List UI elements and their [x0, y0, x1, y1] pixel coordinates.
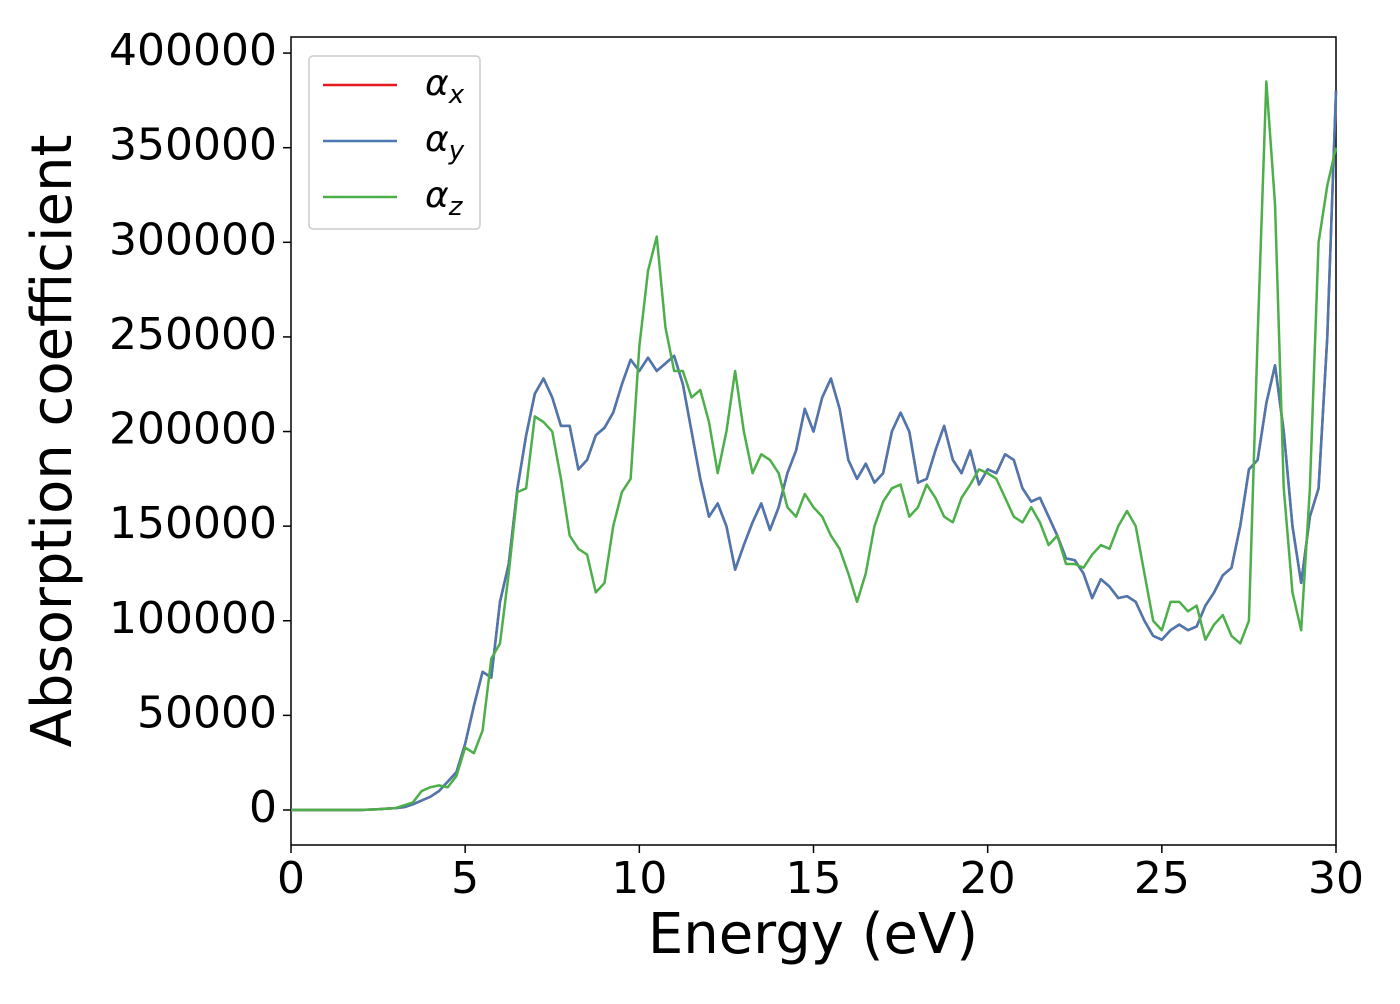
- y-axis-label: Absorption coefficient: [20, 135, 85, 748]
- x-tick-label: 15: [786, 853, 842, 904]
- x-tick-label: 20: [960, 853, 1016, 904]
- legend-label: αx: [425, 63, 465, 110]
- x-tick-label: 25: [1134, 853, 1190, 904]
- x-tick-label: 0: [277, 853, 305, 904]
- y-tick-label: 200000: [109, 404, 277, 455]
- x-tick-label: 5: [451, 853, 479, 904]
- data-line: [291, 90, 1338, 812]
- y-tick-label: 400000: [109, 25, 277, 76]
- x-axis-label: Energy (eV): [648, 902, 978, 967]
- legend-box: [308, 55, 481, 230]
- x-tick-label: 10: [611, 853, 667, 904]
- y-tick-label: 100000: [109, 593, 277, 644]
- y-tick-label: 50000: [137, 687, 277, 738]
- legend-label: αz: [425, 175, 464, 222]
- y-tick-label: 350000: [109, 120, 277, 171]
- legend-label: αy: [425, 119, 465, 166]
- y-tick-label: 150000: [109, 498, 277, 549]
- y-tick-label: 0: [249, 782, 277, 833]
- y-tick-label: 250000: [109, 309, 277, 360]
- y-tick-label: 300000: [109, 214, 277, 265]
- x-tick-label: 30: [1308, 853, 1364, 904]
- data-line: [291, 80, 1338, 812]
